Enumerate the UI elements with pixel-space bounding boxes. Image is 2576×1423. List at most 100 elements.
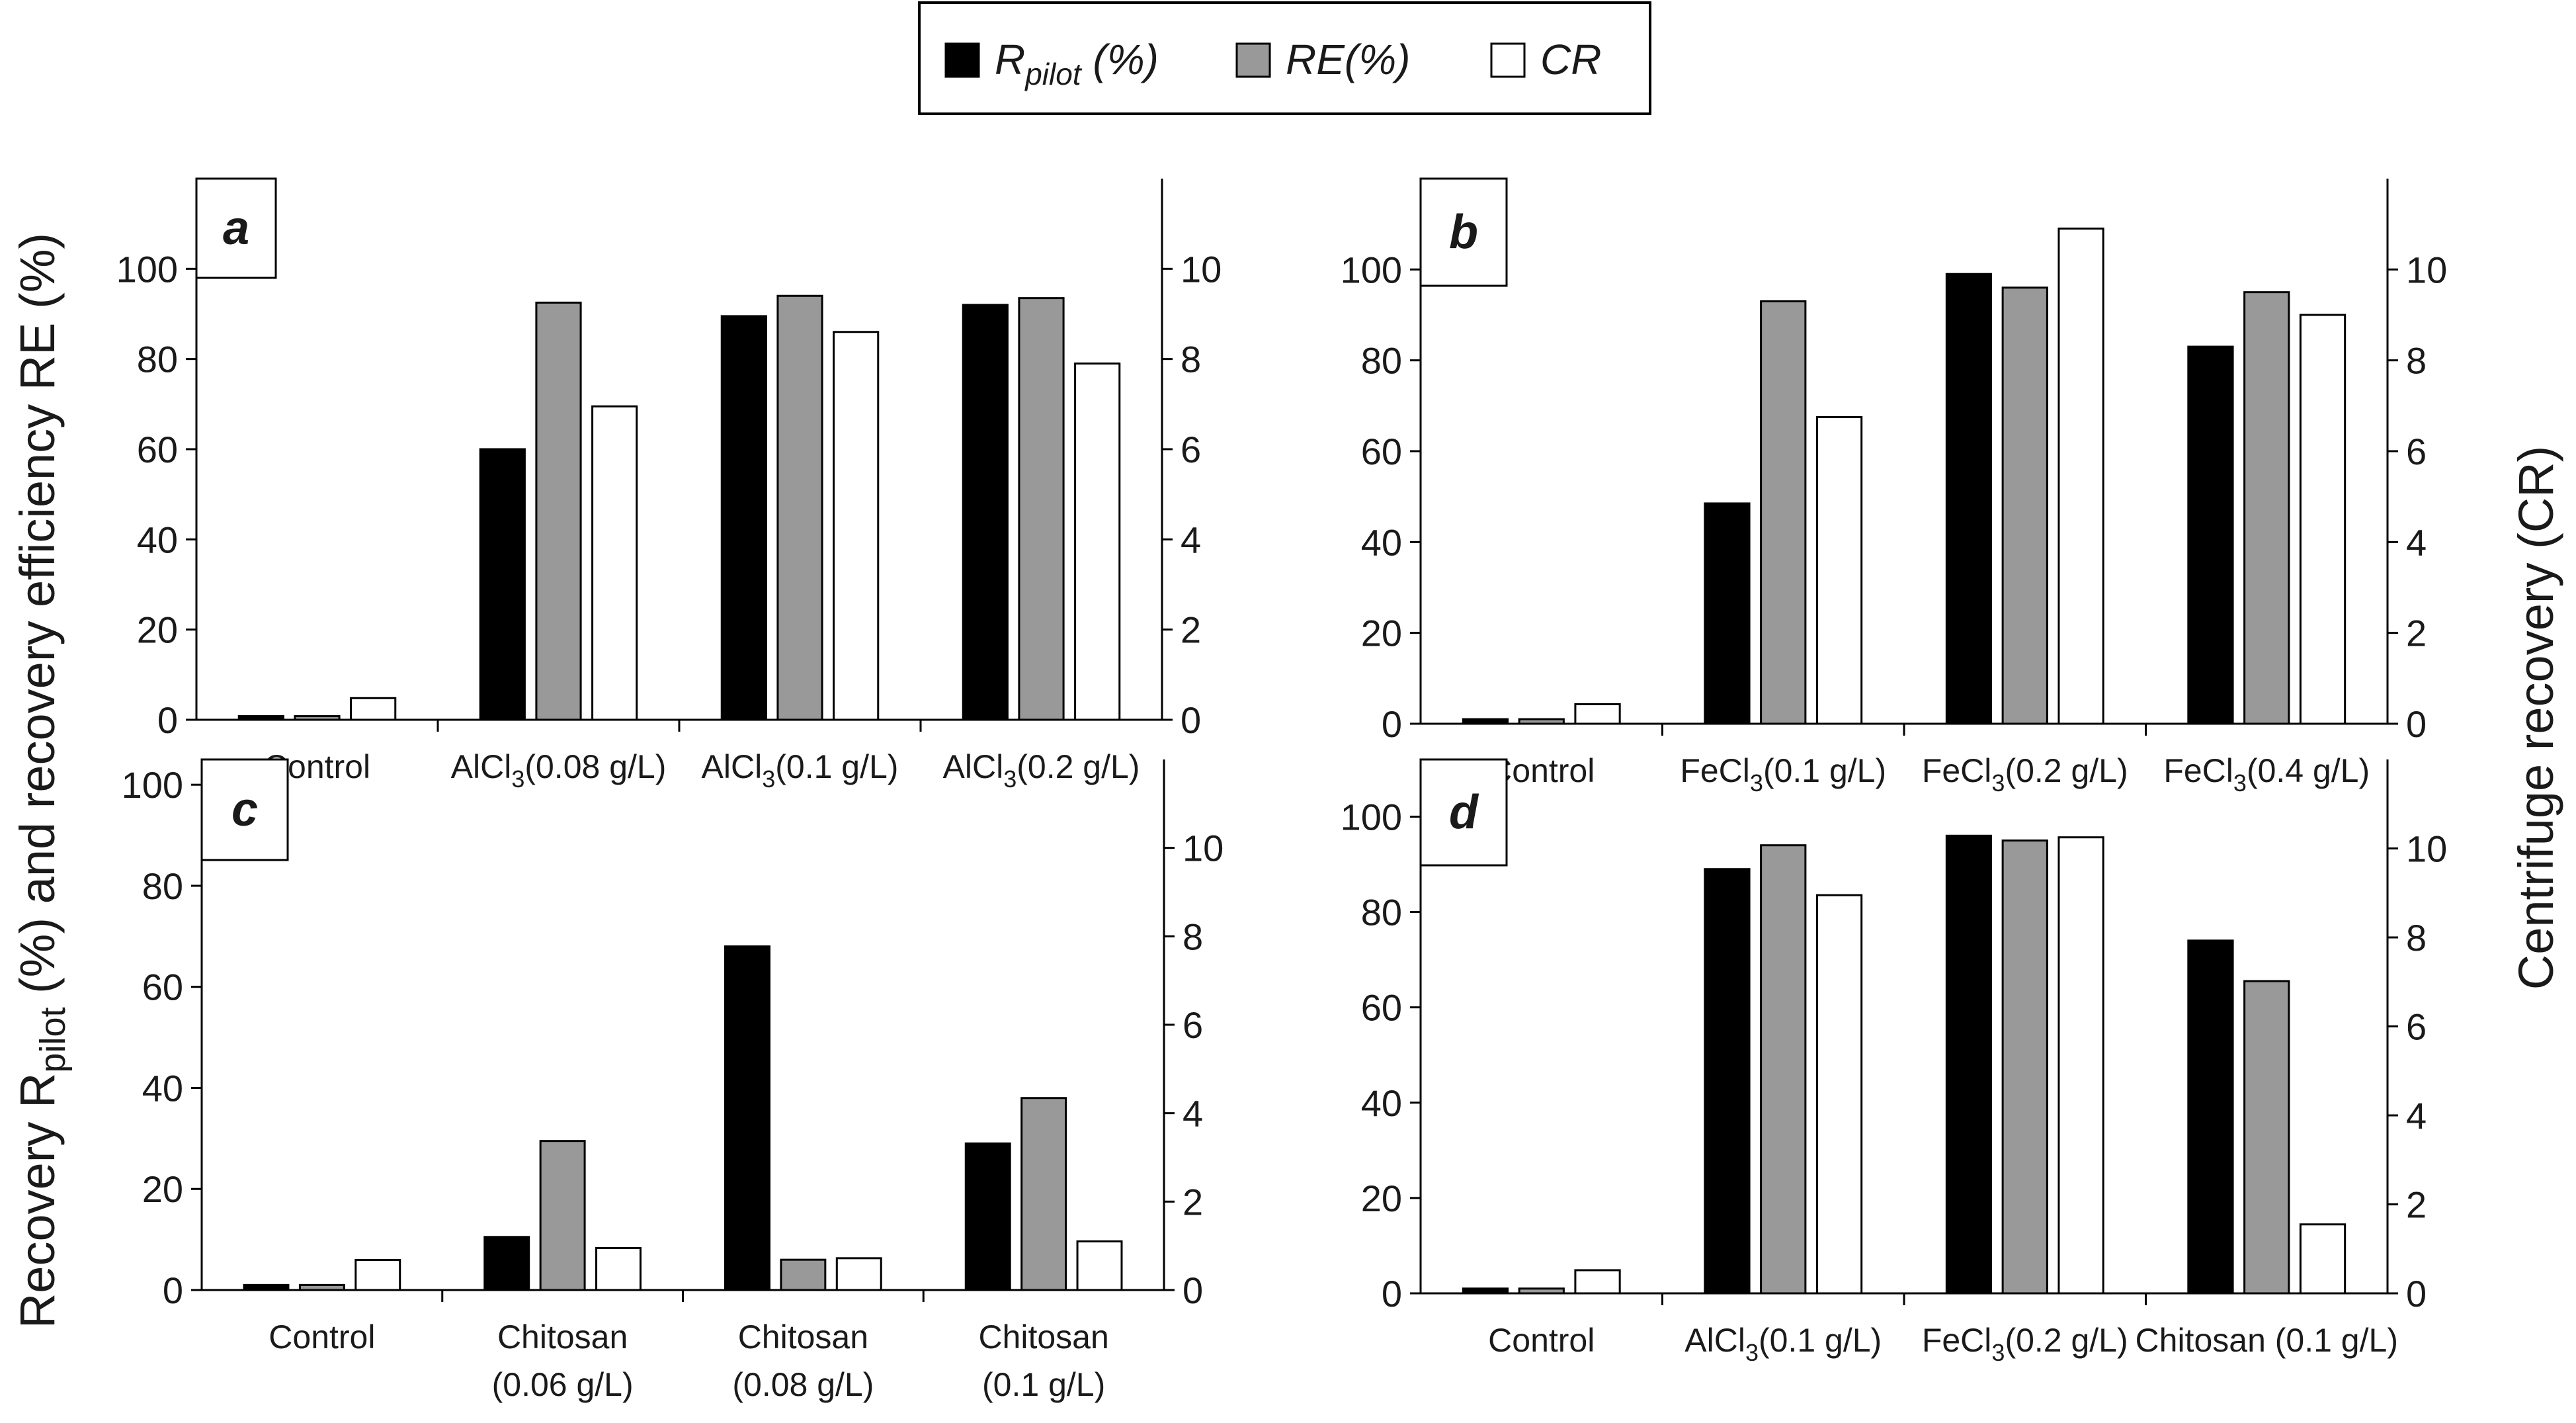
right-tick-label: 0	[2406, 1273, 2427, 1315]
bar-rpilot	[1945, 834, 1993, 1295]
bar-rpilot	[1704, 868, 1751, 1295]
legend-swatch-re	[1235, 42, 1271, 78]
legend: Rpilot (%) RE(%) CR	[918, 1, 1651, 115]
x-tick-label: Chitosan	[978, 1318, 1108, 1356]
x-tick-label: Chitosan	[738, 1318, 868, 1356]
x-tick-label: (0.1 g/L)	[982, 1366, 1105, 1403]
bar-rpilot	[479, 448, 526, 721]
left-tick-label: 0	[163, 1270, 183, 1311]
x-tick-label: AlCl3(0.1 g/L)	[1684, 1322, 1882, 1366]
x-tick-label: Chitosan	[497, 1318, 628, 1356]
left-tick-label: 100	[1341, 249, 1402, 290]
bar-cr	[833, 331, 880, 721]
legend-label-rpilot: Rpilot (%)	[995, 36, 1159, 91]
bar-re	[294, 715, 341, 721]
legend-swatch-rpilot	[944, 42, 980, 78]
right-tick-label: 6	[1183, 1004, 1203, 1046]
legend-label-cr: CR	[1540, 36, 1601, 83]
right-tick-label: 10	[1183, 828, 1224, 869]
right-tick-label: 4	[2406, 521, 2427, 563]
right-tick-label: 8	[2406, 917, 2427, 959]
right-tick-label: 2	[2406, 1184, 2427, 1226]
bar-cr	[595, 1247, 642, 1291]
x-tick-label: Control	[1488, 1322, 1595, 1359]
x-tick-label: FeCl3(0.4 g/L)	[2163, 752, 2370, 797]
bar-cr	[2299, 1223, 2347, 1295]
bar-cr	[835, 1257, 882, 1291]
right-tick-label: 10	[2406, 249, 2447, 290]
left-tick-label: 20	[142, 1168, 183, 1210]
right-tick-label: 0	[1183, 1270, 1203, 1311]
right-tick-label: 6	[1181, 429, 1201, 470]
left-tick-label: 100	[122, 764, 183, 806]
bar-re	[298, 1283, 345, 1291]
right-tick-label: 8	[2406, 340, 2427, 382]
bar-re	[2243, 291, 2290, 725]
left-tick-label: 80	[1361, 892, 1402, 933]
bar-cr	[1815, 894, 1863, 1295]
left-tick-label: 80	[1361, 340, 1402, 382]
panel-d: 0 20 40 60 80 100 0 2 4 6 8 10 Control AlCl3(0.1 g/L)…	[1341, 758, 2447, 1366]
bar-rpilot	[2187, 939, 2234, 1295]
bar-rpilot	[1462, 1287, 1509, 1295]
left-tick-label: 100	[116, 248, 178, 290]
panel-badge-label: d	[1449, 786, 1479, 839]
bar-cr	[354, 1259, 401, 1291]
panel-badge-box	[200, 758, 289, 861]
bar-rpilot	[2187, 345, 2234, 725]
panel-badge-box	[195, 177, 277, 279]
bar-re	[780, 1258, 827, 1291]
bar-rpilot	[724, 945, 770, 1291]
bar-re	[539, 1140, 586, 1291]
panel-c: 0 20 40 60 80 100 0 2 4 6 8 10 Control Chitosan (0.06 …	[122, 758, 1224, 1403]
bar-re	[1760, 844, 1807, 1295]
bar-cr	[2057, 228, 2104, 725]
bar-re	[535, 301, 582, 721]
right-tick-label: 0	[2406, 703, 2427, 745]
x-tick-label: Control	[269, 1318, 375, 1356]
x-tick-label: FeCl3(0.2 g/L)	[1922, 1322, 2128, 1366]
left-tick-label: 60	[1361, 431, 1402, 472]
right-axis-label: Centrifuge recovery (CR)	[2509, 446, 2563, 990]
bar-re	[1020, 1097, 1067, 1291]
right-tick-label: 4	[2406, 1095, 2427, 1137]
x-tick-label: FeCl3(0.1 g/L)	[1680, 752, 1886, 797]
bar-rpilot	[237, 715, 284, 721]
panel-badge-label: b	[1449, 206, 1478, 259]
bar-cr	[2299, 314, 2347, 725]
left-axis-label: Recovery Rpilot (%) and recovery efficie…	[10, 233, 73, 1328]
bar-rpilot	[962, 304, 1009, 721]
bar-re	[2001, 839, 2048, 1295]
x-tick-label: (0.08 g/L)	[732, 1366, 874, 1403]
bar-cr	[1815, 416, 1863, 725]
panel-badge-box	[1419, 758, 1508, 867]
right-tick-label: 8	[1181, 339, 1201, 380]
bar-rpilot	[1704, 502, 1751, 725]
bar-re	[2001, 286, 2048, 725]
left-tick-label: 0	[157, 699, 178, 741]
bar-cr	[2057, 836, 2104, 1295]
right-tick-label: 2	[2406, 613, 2427, 654]
bar-rpilot	[483, 1236, 530, 1291]
right-tick-label: 10	[1181, 248, 1222, 290]
left-axis-label-pre: Recovery R	[10, 1073, 65, 1329]
left-tick-label: 40	[1361, 1082, 1402, 1124]
bar-cr	[1074, 362, 1121, 721]
bar-re	[776, 294, 823, 721]
bar-re	[1760, 300, 1807, 725]
bar-cr	[1574, 703, 1621, 725]
bar-cr	[350, 697, 397, 721]
panel-badge-label: c	[231, 783, 258, 836]
bar-re	[1518, 718, 1565, 725]
right-tick-label: 6	[2406, 431, 2427, 472]
right-tick-label: 10	[2406, 828, 2447, 870]
left-tick-label: 80	[142, 865, 183, 907]
bar-rpilot	[1462, 718, 1509, 725]
panel-badge-label: a	[223, 202, 249, 255]
left-tick-label: 60	[142, 967, 183, 1008]
left-tick-label: 80	[137, 339, 178, 380]
